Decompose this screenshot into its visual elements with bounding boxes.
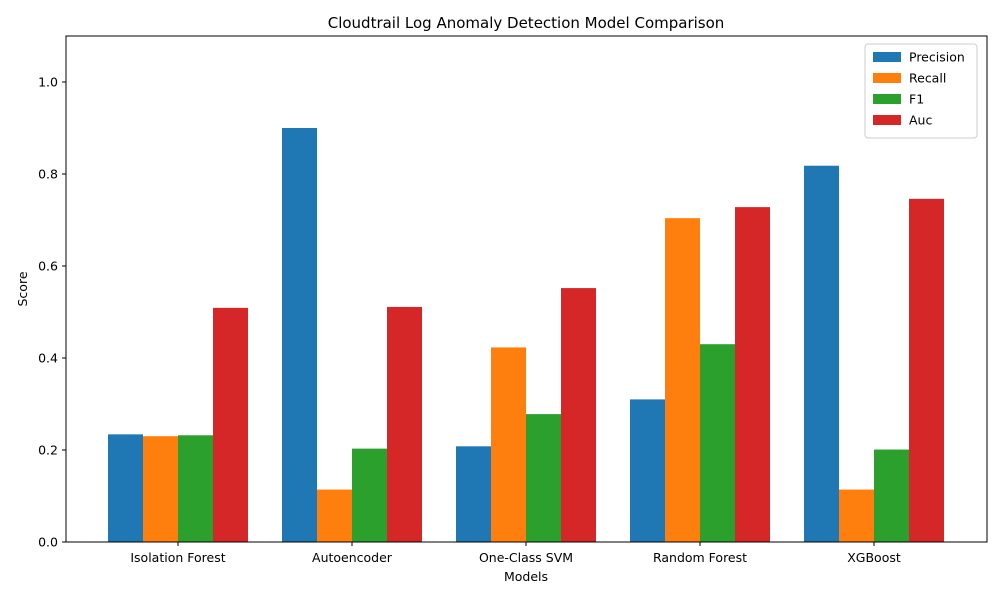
bar-recall-4 [839, 489, 874, 542]
legend-label-f1: F1 [909, 92, 924, 107]
y-tick-label: 0.2 [38, 443, 58, 458]
bar-recall-1 [317, 489, 352, 542]
bar-precision-3 [630, 399, 665, 542]
legend-swatch-precision [873, 52, 901, 62]
bar-f1-3 [700, 344, 735, 542]
bar-precision-2 [456, 446, 491, 542]
bar-recall-3 [665, 218, 700, 542]
y-tick-label: 0.6 [38, 259, 58, 274]
bar-recall-0 [143, 436, 178, 542]
bar-recall-2 [491, 347, 526, 542]
y-tick-label: 0.8 [38, 167, 58, 182]
x-tick-label: XGBoost [847, 550, 901, 565]
bar-f1-4 [874, 449, 909, 542]
x-tick-label: Isolation Forest [130, 550, 225, 565]
bar-auc-0 [213, 307, 248, 542]
x-tick-label: One-Class SVM [479, 550, 573, 565]
bar-auc-3 [735, 207, 770, 542]
y-tick-label: 0.0 [38, 535, 58, 550]
bar-f1-2 [526, 414, 561, 542]
bar-precision-0 [108, 434, 143, 542]
x-axis-label: Models [504, 569, 548, 584]
bar-precision-4 [804, 165, 839, 542]
y-axis-label: Score [15, 271, 30, 306]
legend: Precision Recall F1 Auc [864, 43, 978, 139]
legend-swatch-auc [873, 115, 901, 125]
legend-box [864, 43, 978, 139]
legend-label-auc: Auc [909, 113, 932, 128]
bar-f1-1 [352, 448, 387, 542]
x-tick-label: Random Forest [653, 550, 747, 565]
legend-label-precision: Precision [909, 50, 965, 65]
plot-area: 0.0 0.2 0.4 0.6 0.8 1.0 Isolation Forest Autoen… [38, 35, 988, 565]
bar-auc-2 [561, 288, 596, 542]
bar-f1-0 [178, 435, 213, 542]
y-tick-label: 1.0 [38, 75, 58, 90]
chart-title: Cloudtrail Log Anomaly Detection Model C… [328, 14, 725, 32]
x-tick-label: Autoencoder [312, 550, 393, 565]
bar-auc-1 [387, 306, 422, 542]
legend-label-recall: Recall [909, 71, 946, 86]
legend-swatch-f1 [873, 94, 901, 104]
bar-auc-4 [909, 198, 944, 542]
bar-precision-1 [282, 128, 317, 542]
y-tick-label: 0.4 [38, 351, 58, 366]
legend-swatch-recall [873, 73, 901, 83]
